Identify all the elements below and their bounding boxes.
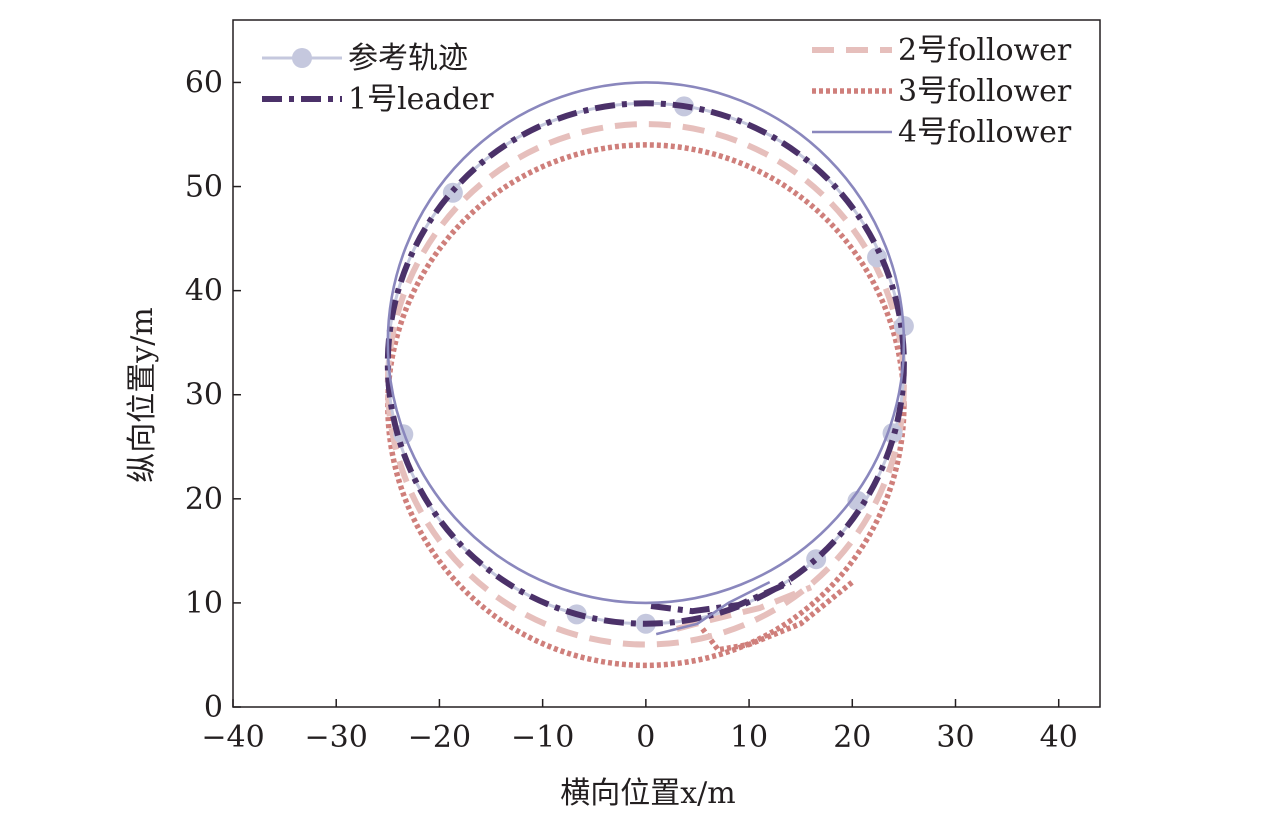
- y-tick-label: 0: [204, 690, 223, 725]
- series-3: [384, 121, 907, 648]
- reference-marker: [882, 423, 903, 444]
- plot-frame: [232, 19, 1101, 708]
- series-4-circle: [385, 142, 907, 669]
- x-tick-label: −20: [408, 720, 471, 755]
- legend-label: 3号follower: [898, 74, 1072, 109]
- y-axis-label: 纵向位置y/m: [125, 307, 160, 483]
- legend-item-4: 3号follower: [812, 74, 1072, 109]
- x-tick-label: 40: [1040, 720, 1078, 755]
- x-axis-label: 横向位置x/m: [560, 776, 735, 811]
- reference-marker: [847, 490, 868, 511]
- legend: 参考轨迹 1号leader 2号follower 3号follower 4号follow…: [262, 33, 1072, 150]
- y-tick-label: 10: [185, 586, 223, 621]
- legend-label: 参考轨迹: [348, 41, 468, 76]
- y-tick-label: 20: [185, 482, 223, 517]
- y-tick-label: 30: [185, 378, 223, 413]
- series-3-circle: [384, 121, 907, 648]
- plot-border: [232, 19, 1101, 708]
- series-4-transient: [700, 579, 855, 653]
- series-5-transient: [655, 580, 771, 636]
- series-5: [386, 81, 906, 636]
- x-tick-label: −40: [201, 720, 264, 755]
- series-5-circle: [386, 81, 906, 605]
- x-tick-label: 20: [833, 720, 871, 755]
- series-2-circle: [384, 100, 907, 627]
- series-4: [385, 142, 907, 669]
- x-tick-label: −10: [511, 720, 574, 755]
- legend-label: 1号leader: [348, 82, 494, 117]
- x-tick-label: −30: [305, 720, 368, 755]
- y-tick-label: 40: [185, 274, 223, 309]
- legend-label: 4号follower: [898, 115, 1072, 150]
- legend-label: 2号follower: [898, 33, 1072, 68]
- y-tick-label: 60: [185, 65, 223, 100]
- legend-marker: [292, 48, 312, 68]
- ticks-layer: −40 −30 −20 −10 0 10 20 30 40 0 10 20 30 40 50 60: [185, 65, 1078, 755]
- y-tick-label: 50: [185, 170, 223, 205]
- x-tick-label: 30: [936, 720, 974, 755]
- legend-item-3: 2号follower: [812, 33, 1072, 68]
- legend-item-5: 4号follower: [812, 115, 1072, 150]
- series-2: [384, 100, 907, 627]
- legend-item-1: 参考轨迹: [262, 41, 468, 76]
- legend-item-2: 1号leader: [262, 82, 494, 117]
- x-tick-label: 10: [730, 720, 768, 755]
- x-tick-label: 0: [636, 720, 655, 755]
- series-layer: [384, 81, 914, 669]
